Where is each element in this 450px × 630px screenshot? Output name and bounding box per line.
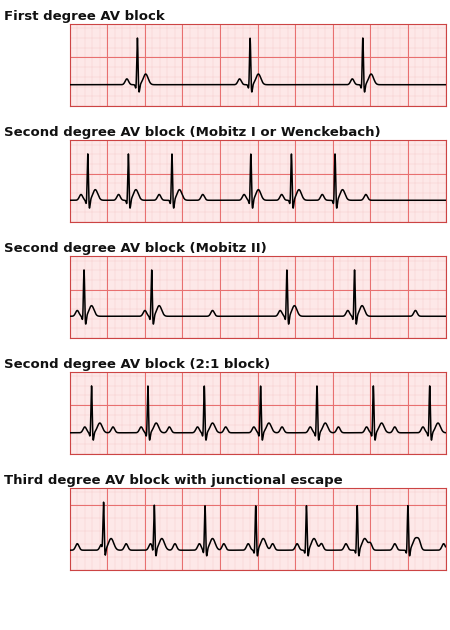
Text: Second degree AV block (Mobitz I or Wenckebach): Second degree AV block (Mobitz I or Wenc… (4, 126, 381, 139)
Text: First degree AV block: First degree AV block (4, 10, 165, 23)
Text: Third degree AV block with junctional escape: Third degree AV block with junctional es… (4, 474, 343, 487)
Text: Second degree AV block (2:1 block): Second degree AV block (2:1 block) (4, 358, 270, 371)
Text: Second degree AV block (Mobitz II): Second degree AV block (Mobitz II) (4, 242, 267, 255)
